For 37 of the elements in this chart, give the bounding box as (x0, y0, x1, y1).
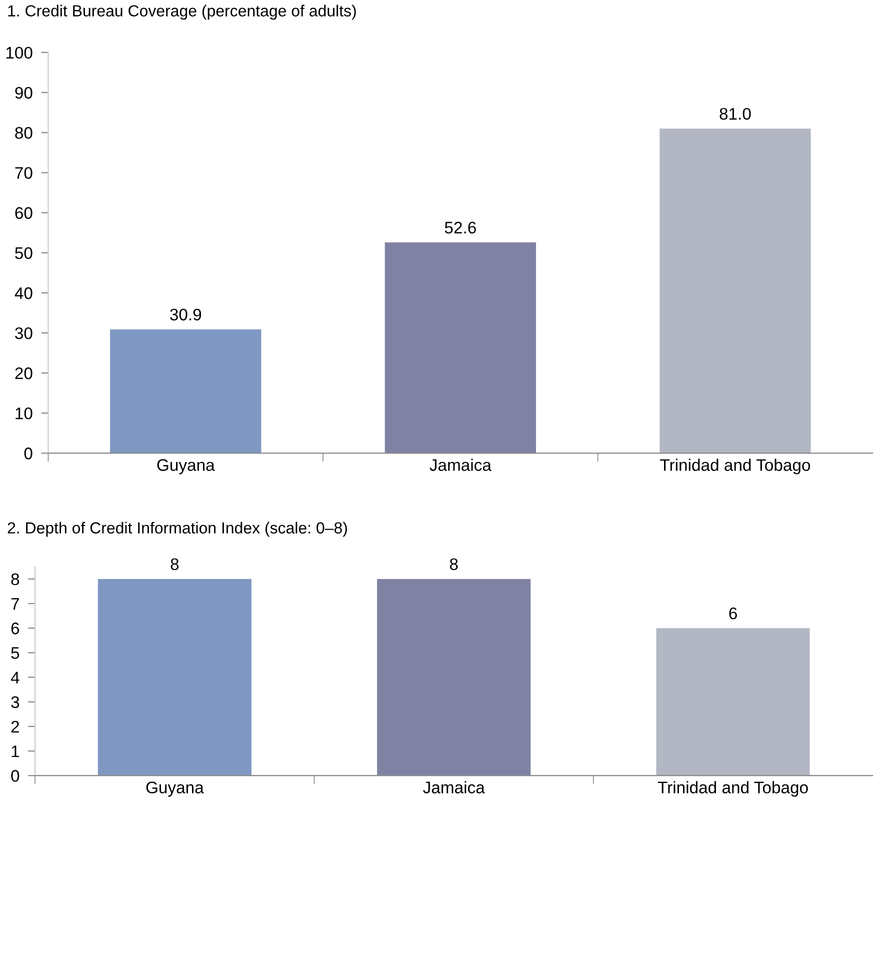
y-tick-label: 60 (15, 207, 32, 219)
data-label: 52.6 (444, 222, 476, 234)
y-tick-label: 20 (15, 367, 32, 380)
y-tick-label: 30 (15, 327, 32, 340)
chart-title: 2. Depth of Credit Information Index (scale: 0–8) (8, 522, 347, 537)
y-tick-label: 50 (15, 247, 32, 260)
data-label: 8 (450, 558, 458, 570)
y-tick-label: 70 (15, 167, 32, 179)
x-tick-label: Trinidad and Tobago (658, 781, 808, 797)
y-tick-label: 1 (12, 746, 19, 758)
y-tick-label: 3 (11, 696, 20, 708)
data-label: 8 (170, 558, 179, 570)
y-tick-label: 10 (16, 407, 32, 420)
y-tick-label: 5 (11, 647, 20, 659)
y-tick-label: 80 (15, 127, 32, 139)
bar (660, 128, 811, 454)
y-tick-label: 40 (14, 287, 32, 300)
y-tick-label: 2 (11, 720, 19, 732)
y-tick-label: 6 (11, 622, 20, 634)
y-tick-label: 8 (11, 573, 20, 586)
y-tick-label: 90 (15, 86, 32, 99)
bar (384, 242, 536, 454)
data-label: 30.9 (170, 308, 202, 320)
data-label: 81.0 (720, 108, 751, 120)
x-tick-label: Jamaica (430, 458, 492, 471)
chart-title: 1. Credit Bureau Coverage (percentage of adults) (8, 4, 356, 20)
x-tick-label: Trinidad and Tobago (660, 458, 810, 474)
y-tick-label: 7 (11, 598, 19, 610)
x-tick-label: Guyana (146, 782, 204, 797)
x-tick-label: Jamaica (423, 781, 485, 794)
y-tick-label: 0 (11, 770, 20, 782)
y-tick-label: 4 (10, 672, 20, 684)
y-tick-label: 0 (24, 448, 32, 460)
data-label: 6 (729, 607, 737, 620)
bar (110, 329, 262, 454)
y-tick-label: 100 (6, 46, 32, 59)
x-tick-label: Guyana (157, 459, 215, 474)
